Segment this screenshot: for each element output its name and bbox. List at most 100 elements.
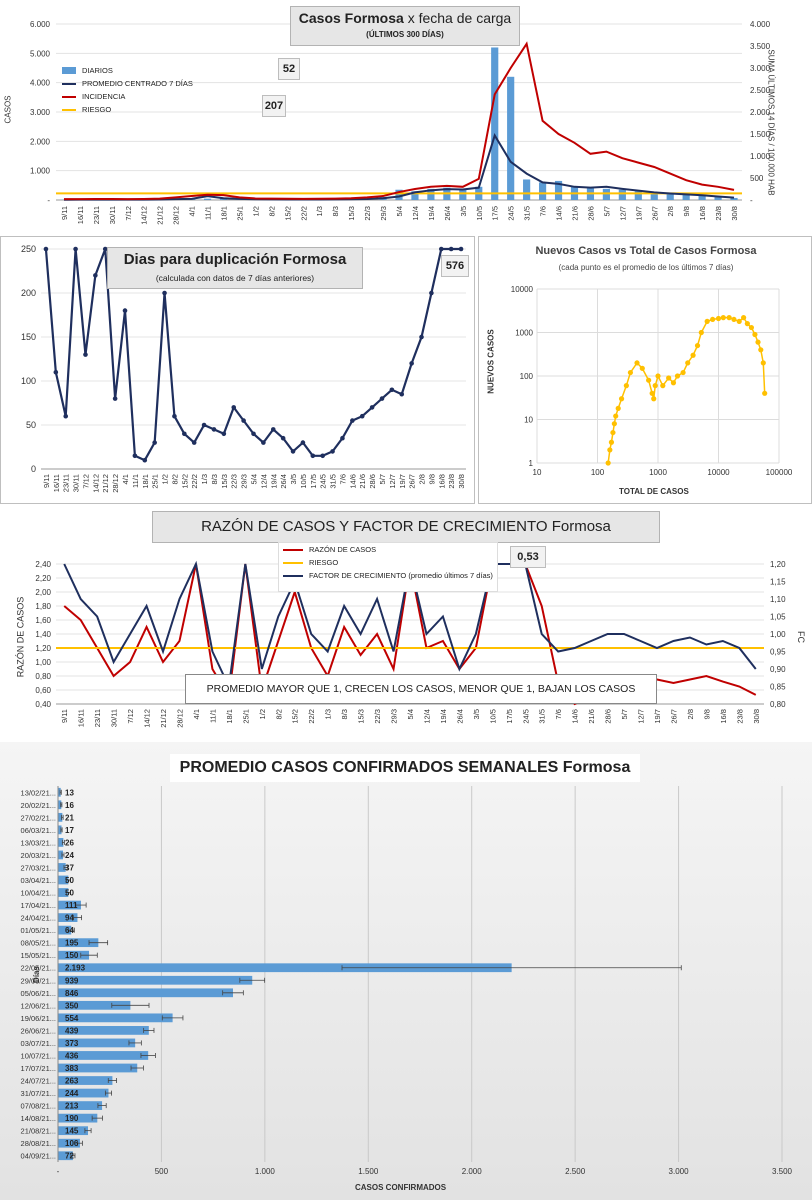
value-label: 846 (65, 989, 79, 998)
y2-tick-label: 1,10 (770, 595, 786, 604)
x-tick-label: 28/6 (368, 474, 377, 489)
x-tick-label: 17/5 (505, 709, 514, 724)
daily-bar (395, 189, 403, 200)
doubling-point (231, 405, 237, 410)
x-tick-label: 1/2 (161, 474, 170, 484)
daily-bar (714, 196, 722, 200)
weekly-average-chart: - 500 1.000 1.500 2.000 2.500 3.000 3.500 13/02/… (0, 742, 812, 1200)
x-tick-label: 22/2 (307, 709, 316, 724)
daily-cases-legend: DIARIOS PROMEDIO CENTRADO 7 DÍAS INCIDEN… (62, 64, 193, 116)
doubling-point (389, 387, 395, 393)
x-tick-label: 19/4 (439, 709, 448, 724)
scatter-point (610, 429, 616, 436)
y-tick-label: 0,40 (35, 700, 51, 709)
x-tick-label: 22/2 (299, 206, 308, 221)
legend-riesgo2-label: RIESGO (309, 558, 339, 567)
week-label: 28/08/21... (21, 1139, 56, 1148)
daily-bar (698, 195, 706, 200)
scatter-point (726, 315, 732, 321)
ratio-title-box: RAZÓN DE CASOS Y FACTOR DE CRECIMIENTO F… (152, 511, 660, 543)
week-label: 13/03/21... (21, 838, 56, 847)
doubling-point (340, 435, 345, 441)
weekly-bar (58, 1051, 149, 1060)
y-tick-label: 1,80 (35, 602, 51, 611)
week-label: 10/07/21... (21, 1051, 56, 1060)
x-tick-label: 7/12 (126, 709, 135, 724)
x-tick-label: 23/11 (92, 206, 101, 224)
y-tick-label: 10000 (511, 285, 534, 294)
value-label: 106 (65, 1139, 79, 1148)
x-tick-label: 30/11 (108, 206, 117, 224)
x-tick-label: 5/4 (395, 206, 404, 216)
y2-tick-label: 500 (750, 174, 764, 183)
scatter-point (652, 383, 658, 389)
weekly-bar (58, 1063, 138, 1073)
y2-tick-label: 2.500 (750, 86, 771, 95)
y-tick-label: 150 (21, 332, 36, 342)
week-label: 03/07/21... (21, 1039, 56, 1048)
x-tick-label: 1/3 (200, 474, 209, 484)
x-tick-label: 3/5 (459, 206, 468, 216)
x-tick-label: 29/3 (379, 206, 388, 221)
y-tick-label: 1,40 (35, 630, 51, 639)
daily-cases-title: Casos Formosa (298, 10, 404, 26)
legend-riesgo: RIESGO (62, 103, 193, 116)
x-tick-label: 9/8 (702, 709, 711, 719)
x-tick-label: 4/1 (188, 206, 197, 216)
scatter-point (655, 373, 661, 379)
weekly-bar (58, 1126, 88, 1136)
daily-bar (538, 182, 547, 200)
week-label: 26/06/21... (21, 1026, 56, 1035)
legend-promedio: PROMEDIO CENTRADO 7 DÍAS (62, 77, 193, 90)
x-tick-label: 1/2 (258, 709, 267, 719)
value-label: 350 (65, 1001, 79, 1010)
x-tick-label: 23/8 (714, 206, 723, 221)
week-label: 08/05/21... (21, 939, 56, 948)
x-tick-label: 1000 (649, 468, 667, 477)
x-tick-label: 12/4 (259, 474, 268, 489)
legend-avg-swatch (62, 82, 76, 85)
x-tick-label: 24/5 (507, 206, 516, 221)
x-tick-label: 30/11 (72, 474, 81, 492)
scatter-point (698, 329, 704, 336)
y-tick-label: 250 (21, 244, 36, 254)
x-tick-label: 28/12 (111, 474, 120, 493)
y2-tick-label: 3.500 (750, 42, 771, 51)
x-tick-label: 9/8 (427, 474, 436, 484)
x-tick-label: 3.500 (772, 1167, 793, 1176)
x-tick-label: 22/3 (373, 709, 382, 724)
y-tick-label: 1,00 (35, 658, 51, 667)
weekly-bar (58, 1113, 98, 1123)
value-label: 72 (65, 1152, 74, 1161)
y-tick-label: 200 (21, 288, 36, 298)
x-tick-label: 28/6 (586, 206, 595, 221)
scatter-point (715, 315, 722, 322)
y2-tick-label: 0,85 (770, 683, 786, 692)
y2-tick-label: 2.000 (750, 108, 771, 117)
doubling-point (429, 290, 434, 296)
week-label: 05/06/21... (21, 989, 56, 998)
doubling-point (409, 361, 414, 366)
weekly-bar (58, 1038, 136, 1048)
week-label: 04/09/21... (21, 1152, 56, 1161)
x-tick-label: 14/12 (143, 709, 152, 728)
x-tick-label: 10000 (707, 468, 730, 477)
value-label: 111 (65, 901, 78, 910)
scatter-point (758, 347, 764, 353)
x-tick-label: 28/12 (175, 709, 184, 728)
daily-bar (491, 47, 499, 200)
legend-razon: RAZÓN DE CASOS (283, 543, 497, 556)
week-label: 29/05/21... (21, 976, 56, 985)
value-label: 50 (65, 876, 74, 885)
legend-diarios: DIARIOS (62, 64, 193, 77)
x-tick-label: 9/11 (60, 709, 69, 723)
value-label: 37 (65, 863, 74, 872)
incidence-line (63, 41, 735, 201)
daily-cases-callout: 52 (278, 58, 300, 80)
weekly-bar (58, 1013, 173, 1023)
doubling-point (201, 422, 207, 428)
x-tick-label: 15/2 (180, 474, 189, 489)
legend-incidencia-label: INCIDENCIA (82, 92, 126, 101)
x-tick-label: 21/12 (159, 709, 168, 728)
weekly-bar (58, 863, 66, 872)
